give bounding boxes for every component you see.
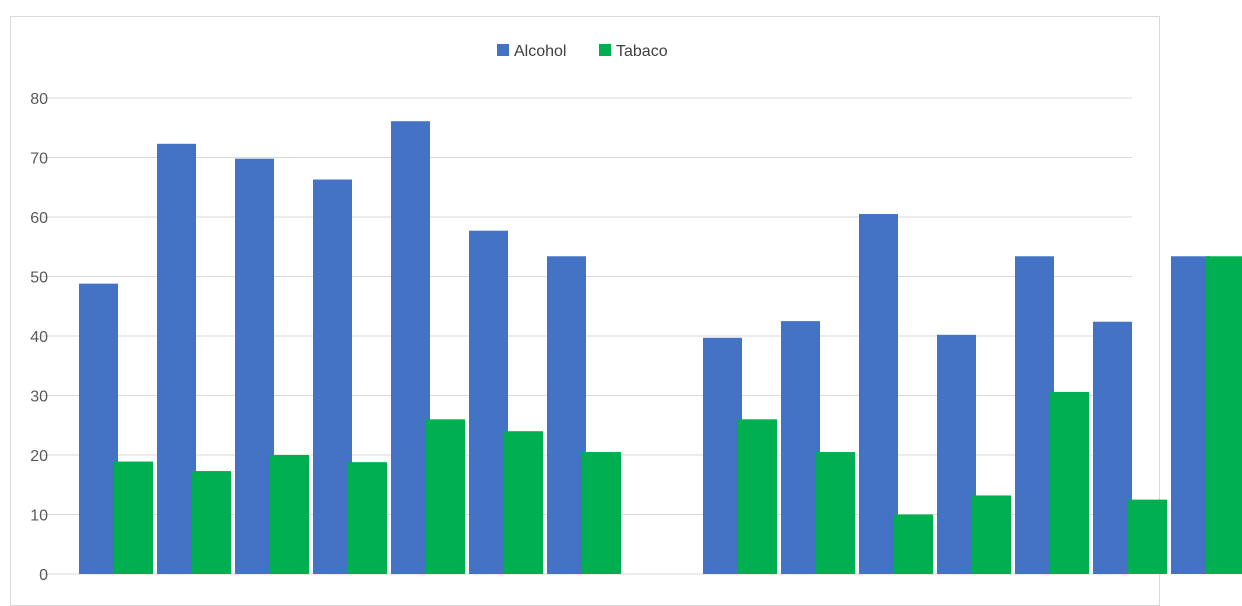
legend-swatch-tabaco [599, 44, 611, 56]
y-tick-label: 50 [30, 270, 48, 287]
legend-label-tabaco: Tabaco [616, 43, 668, 60]
bar-tabaco-10 [894, 514, 933, 574]
y-axis-tick-labels: 0 10 20 30 40 50 60 70 80 [30, 91, 48, 584]
bar-alcohol-13 [1093, 321, 1132, 574]
bar-alcohol-14 [1171, 256, 1210, 574]
bar-alcohol-2 [235, 158, 274, 574]
y-tick-label: 20 [30, 448, 48, 465]
bar-alcohol-12 [1015, 256, 1054, 574]
legend-swatch-alcohol [497, 44, 509, 56]
bar-alcohol-5 [469, 230, 508, 574]
bar-tabaco-13 [1128, 499, 1167, 574]
bar-alcohol-6 [547, 256, 586, 574]
y-tick-label: 30 [30, 389, 48, 406]
y-tick-label: 70 [30, 151, 48, 168]
bar-tabaco-6 [582, 452, 621, 574]
bar-tabaco-11 [972, 495, 1011, 574]
bar-alcohol-9 [781, 321, 820, 574]
bar-chart: 0 10 20 30 40 50 60 70 80 Alcohol Tabaco [30, 43, 1242, 584]
y-tick-label: 60 [30, 210, 48, 227]
legend: Alcohol Tabaco [497, 43, 668, 60]
bar-alcohol-4 [391, 121, 430, 574]
y-tick-label: 10 [30, 508, 48, 525]
bar-tabaco-12 [1050, 391, 1089, 574]
y-tick-label: 0 [39, 567, 48, 584]
bar-alcohol-3 [313, 179, 352, 574]
bar-tabaco-0 [114, 461, 153, 574]
bar-alcohol-1 [157, 143, 196, 574]
bar-alcohol-8 [703, 337, 742, 574]
bar-alcohol-0 [79, 283, 118, 574]
bar-tabaco-4 [426, 419, 465, 574]
y-tick-label: 40 [30, 329, 48, 346]
bar-tabaco-8 [738, 419, 777, 574]
y-tick-label: 80 [30, 91, 48, 108]
bar-tabaco-1 [192, 471, 231, 574]
bar-alcohol-10 [859, 214, 898, 574]
bar-tabaco-5 [504, 431, 543, 574]
bar-alcohol-11 [937, 334, 976, 574]
bar-tabaco-3 [348, 462, 387, 574]
legend-label-alcohol: Alcohol [514, 43, 566, 60]
bar-tabaco-14 [1206, 256, 1242, 574]
bars [79, 121, 1242, 574]
bar-tabaco-2 [270, 455, 309, 574]
bar-tabaco-9 [816, 452, 855, 574]
